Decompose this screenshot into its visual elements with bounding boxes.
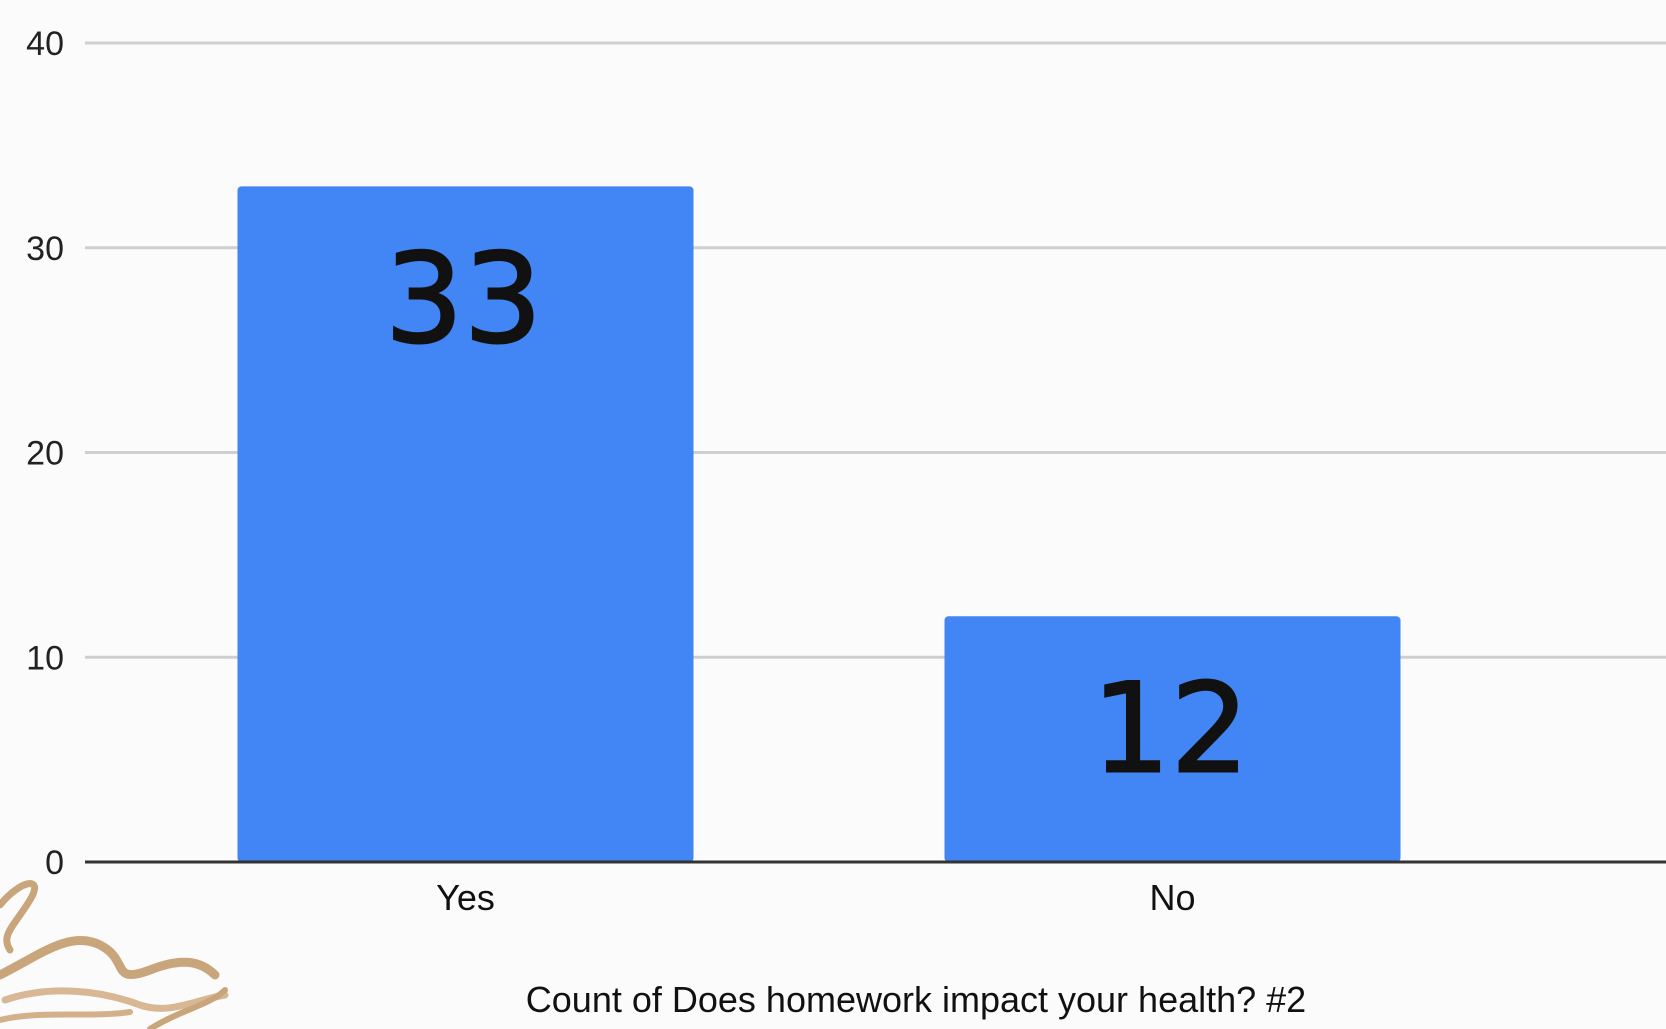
x-category-label: No bbox=[1149, 877, 1195, 918]
y-tick-label: 0 bbox=[45, 844, 64, 882]
bar-value-label: 33 bbox=[385, 227, 543, 371]
y-tick-label: 10 bbox=[26, 639, 64, 677]
bars bbox=[237, 186, 1401, 862]
x-axis-title: Count of Does homework impact your healt… bbox=[526, 979, 1306, 1020]
bar-value-label: 12 bbox=[1092, 657, 1250, 801]
y-tick-label: 40 bbox=[26, 25, 64, 63]
x-category-label: Yes bbox=[436, 877, 495, 918]
x-axis-categories: Yes No bbox=[436, 877, 1195, 918]
signature-scribble bbox=[0, 880, 229, 1029]
y-tick-label: 20 bbox=[26, 435, 64, 473]
bar-no bbox=[944, 616, 1401, 862]
bar-yes bbox=[237, 186, 694, 862]
data-labels: 33 12 bbox=[384, 226, 1251, 802]
y-axis-ticks: 0 10 20 30 40 bbox=[26, 25, 64, 882]
y-tick-label: 30 bbox=[26, 230, 64, 268]
